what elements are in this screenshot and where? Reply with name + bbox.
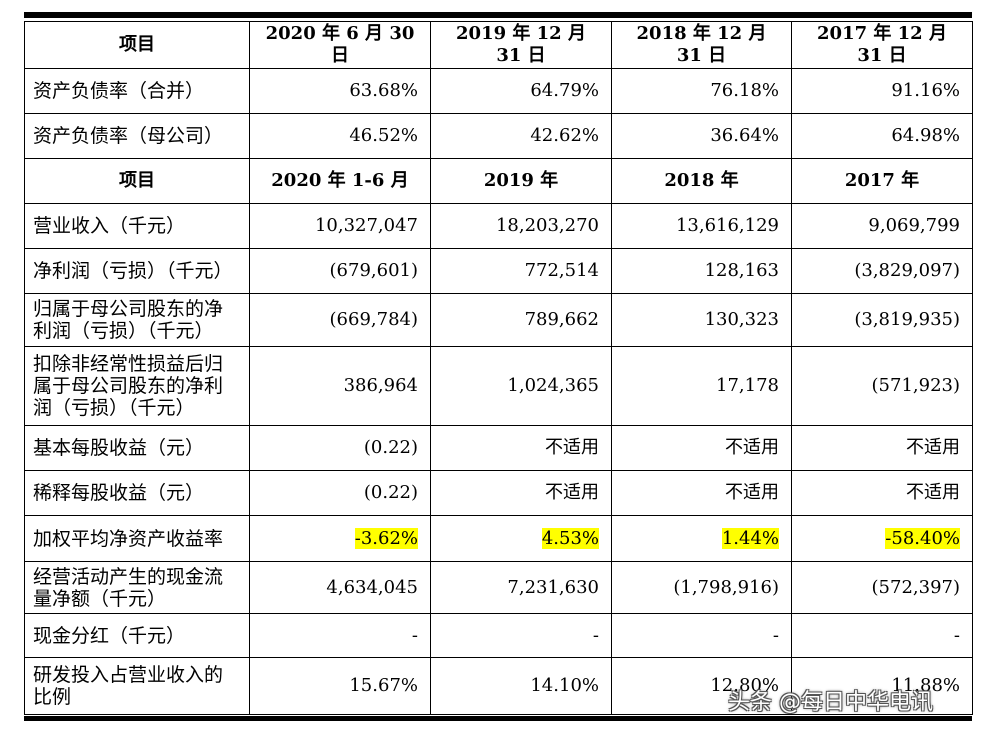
row-label: 经营活动产生的现金流量净额（千元）	[24, 561, 250, 614]
cell-value: (679,601)	[249, 248, 431, 294]
header-cell: 2018 年	[611, 158, 792, 204]
cell-value: (3,819,935)	[791, 293, 973, 347]
cell-value: 11.88%	[791, 657, 973, 715]
cell-value: 130,323	[611, 293, 792, 347]
table-row: 基本每股收益（元） (0.22) 不适用 不适用 不适用	[24, 425, 973, 471]
row-label: 现金分红（千元）	[24, 613, 250, 658]
table-row: 归属于母公司股东的净利润（亏损）（千元） (669,784) 789,662 1…	[24, 293, 973, 347]
cell-value: 4.53%	[430, 515, 612, 562]
table-row: 扣除非经常性损益后归属于母公司股东的净利润（亏损）（千元） 386,964 1,…	[24, 346, 973, 426]
cell-value: 不适用	[430, 470, 612, 516]
row-label: 研发投入占营业收入的比例	[24, 657, 250, 715]
header-cell: 2020 年 6 月 30 日	[249, 21, 431, 69]
cell-value: (0.22)	[249, 470, 431, 516]
row-label: 稀释每股收益（元）	[24, 470, 250, 516]
cell-value: 64.79%	[430, 68, 612, 114]
header-cell: 2019 年	[430, 158, 612, 204]
cell-value: 91.16%	[791, 68, 973, 114]
cell-value: 14.10%	[430, 657, 612, 715]
cell-value: 不适用	[611, 470, 792, 516]
header-cell: 2019 年 12 月 31 日	[430, 21, 612, 69]
cell-value: 不适用	[611, 425, 792, 471]
row-label: 资产负债率（合并）	[24, 68, 250, 114]
row-label: 基本每股收益（元）	[24, 425, 250, 471]
cell-value: (1,798,916)	[611, 561, 792, 614]
header-cell: 2018 年 12 月 31 日	[611, 21, 792, 69]
table-row: 现金分红（千元） - - - -	[24, 613, 973, 658]
cell-value: 36.64%	[611, 113, 792, 159]
header-cell: 2017 年 12 月 31 日	[791, 21, 973, 69]
cell-value: (3,829,097)	[791, 248, 973, 294]
table-row: 资产负债率（合并） 63.68% 64.79% 76.18% 91.16%	[24, 68, 973, 114]
cell-value: 12.80%	[611, 657, 792, 715]
watermark: 头条 @每日中华电讯	[728, 690, 933, 715]
cell-value: (572,397)	[791, 561, 973, 614]
table-row: 营业收入（千元） 10,327,047 18,203,270 13,616,12…	[24, 203, 973, 249]
header-row-balance: 项目 2020 年 6 月 30 日 2019 年 12 月 31 日 2018…	[24, 21, 973, 69]
cell-value: -3.62%	[249, 515, 431, 562]
row-label: 扣除非经常性损益后归属于母公司股东的净利润（亏损）（千元）	[24, 346, 250, 426]
cell-value: 10,327,047	[249, 203, 431, 249]
cell-value: 42.62%	[430, 113, 612, 159]
cell-value: (0.22)	[249, 425, 431, 471]
cell-value: -	[791, 613, 973, 658]
cell-value: 76.18%	[611, 68, 792, 114]
cell-value: 13,616,129	[611, 203, 792, 249]
cell-value: -	[249, 613, 431, 658]
cell-value: (571,923)	[791, 346, 973, 426]
table-row: 稀释每股收益（元） (0.22) 不适用 不适用 不适用	[24, 470, 973, 516]
row-label: 资产负债率（母公司）	[24, 113, 250, 159]
header-cell: 项目	[24, 21, 250, 69]
cell-value: 7,231,630	[430, 561, 612, 614]
cell-value: 46.52%	[249, 113, 431, 159]
cell-value: 15.67%	[249, 657, 431, 715]
cell-value: 1,024,365	[430, 346, 612, 426]
cell-value: 772,514	[430, 248, 612, 294]
table-row: 经营活动产生的现金流量净额（千元） 4,634,045 7,231,630 (1…	[24, 561, 973, 614]
table-row: 研发投入占营业收入的比例 15.67% 14.10% 12.80% 11.88%	[24, 657, 973, 715]
table-row-roe: 加权平均净资产收益率 -3.62% 4.53% 1.44% -58.40%	[24, 515, 973, 562]
table-row: 净利润（亏损）（千元） (679,601) 772,514 128,163 (3…	[24, 248, 973, 294]
cell-value: 17,178	[611, 346, 792, 426]
row-label: 归属于母公司股东的净利润（亏损）（千元）	[24, 293, 250, 347]
cell-value: (669,784)	[249, 293, 431, 347]
cell-value: 4,634,045	[249, 561, 431, 614]
cell-value: 63.68%	[249, 68, 431, 114]
cell-value: 不适用	[791, 470, 973, 516]
highlighted-value: -58.40%	[885, 527, 960, 549]
cell-value: -	[611, 613, 792, 658]
cell-value: 不适用	[430, 425, 612, 471]
cell-value: 不适用	[791, 425, 973, 471]
highlighted-value: 1.44%	[721, 527, 779, 549]
top-rule	[24, 12, 972, 18]
cell-value: -	[430, 613, 612, 658]
cell-value: 9,069,799	[791, 203, 973, 249]
cell-value: 386,964	[249, 346, 431, 426]
cell-value: 64.98%	[791, 113, 973, 159]
cell-value: -58.40%	[791, 515, 973, 562]
table-row: 资产负债率（母公司） 46.52% 42.62% 36.64% 64.98%	[24, 113, 973, 159]
header-row-income: 项目 2020 年 1-6 月 2019 年 2018 年 2017 年	[24, 158, 973, 204]
header-cell: 项目	[24, 158, 250, 204]
bottom-rule	[24, 716, 972, 721]
highlighted-value: 4.53%	[541, 527, 599, 549]
cell-value: 1.44%	[611, 515, 792, 562]
row-label: 加权平均净资产收益率	[24, 515, 250, 562]
financial-data-table: 项目 2020 年 6 月 30 日 2019 年 12 月 31 日 2018…	[24, 21, 973, 715]
row-label: 营业收入（千元）	[24, 203, 250, 249]
highlighted-value: -3.62%	[354, 527, 418, 549]
header-cell: 2020 年 1-6 月	[249, 158, 431, 204]
row-label: 净利润（亏损）（千元）	[24, 248, 250, 294]
cell-value: 18,203,270	[430, 203, 612, 249]
header-cell: 2017 年	[791, 158, 973, 204]
cell-value: 789,662	[430, 293, 612, 347]
cell-value: 128,163	[611, 248, 792, 294]
